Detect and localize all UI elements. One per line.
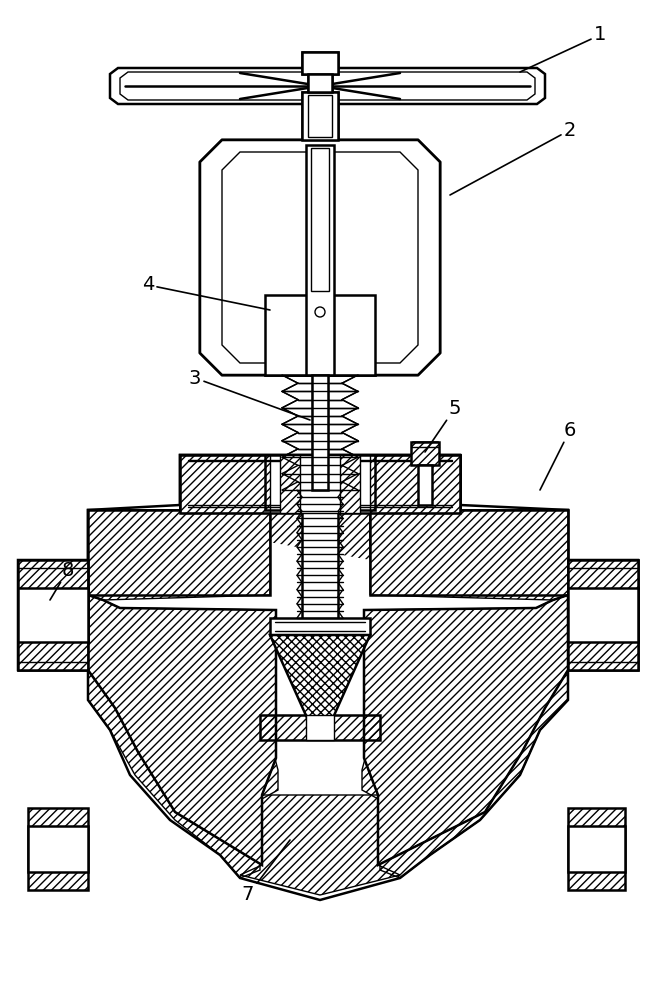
Polygon shape	[88, 455, 568, 895]
Text: 5: 5	[425, 398, 461, 452]
Bar	[306, 94, 334, 140]
Bar	[411, 442, 439, 465]
Bar	[306, 715, 334, 740]
Text: 4: 4	[142, 275, 270, 310]
Text: 7: 7	[242, 840, 290, 904]
Bar	[418, 465, 432, 505]
Polygon shape	[88, 595, 276, 865]
Polygon shape	[222, 152, 418, 363]
Bar	[300, 455, 340, 513]
Polygon shape	[200, 140, 440, 375]
Bar	[273, 300, 367, 370]
Bar	[568, 588, 638, 642]
Bar	[28, 826, 88, 872]
Bar	[270, 618, 370, 635]
Polygon shape	[200, 140, 440, 375]
Polygon shape	[180, 455, 265, 510]
Polygon shape	[18, 455, 638, 900]
Text: 6: 6	[540, 420, 576, 490]
Bar	[18, 588, 88, 642]
Bar	[568, 826, 625, 872]
Bar	[18, 588, 88, 642]
Text: 1: 1	[520, 25, 606, 72]
Bar	[265, 295, 375, 375]
Bar	[306, 142, 334, 375]
Bar	[308, 74, 332, 92]
Bar	[306, 145, 334, 375]
Text: 2: 2	[450, 120, 576, 195]
Polygon shape	[222, 152, 418, 363]
Polygon shape	[18, 560, 88, 670]
Bar	[302, 52, 338, 74]
Polygon shape	[120, 72, 535, 100]
Polygon shape	[180, 455, 460, 510]
Polygon shape	[280, 455, 360, 513]
Text: 3: 3	[189, 368, 310, 420]
Bar	[302, 52, 338, 74]
Bar	[568, 588, 638, 642]
Bar	[265, 295, 375, 375]
Polygon shape	[375, 455, 460, 510]
Polygon shape	[370, 510, 568, 595]
Bar	[265, 455, 375, 510]
Bar	[312, 375, 328, 490]
Bar	[311, 148, 329, 291]
Polygon shape	[364, 595, 568, 865]
Polygon shape	[88, 510, 270, 595]
Bar	[312, 375, 328, 490]
Polygon shape	[568, 560, 638, 670]
Bar	[419, 462, 431, 500]
Polygon shape	[110, 68, 545, 104]
Polygon shape	[200, 140, 440, 375]
Bar	[413, 442, 437, 462]
Bar	[310, 145, 330, 373]
Circle shape	[315, 305, 325, 315]
Bar	[308, 95, 332, 137]
Bar	[302, 92, 338, 142]
Bar	[302, 490, 338, 624]
Bar	[308, 74, 332, 92]
Bar	[302, 92, 338, 140]
Polygon shape	[270, 635, 370, 720]
Polygon shape	[568, 560, 638, 670]
Text: 8: 8	[50, 560, 74, 600]
Circle shape	[315, 307, 325, 317]
Polygon shape	[18, 560, 88, 670]
Bar	[180, 455, 460, 513]
